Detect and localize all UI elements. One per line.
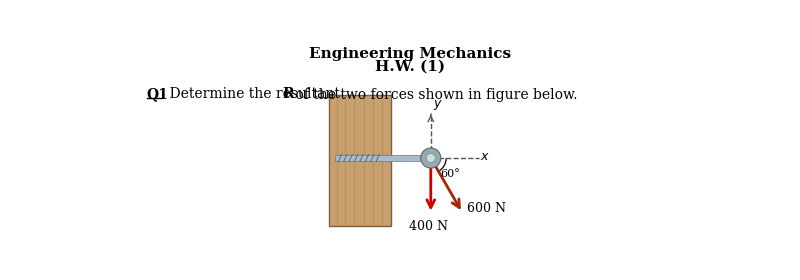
Text: 60°: 60° <box>440 169 460 179</box>
Bar <box>329 95 390 226</box>
Text: Engineering Mechanics: Engineering Mechanics <box>309 47 511 61</box>
Text: Q1: Q1 <box>146 87 169 102</box>
Circle shape <box>426 153 435 162</box>
Text: 400 N: 400 N <box>409 220 448 233</box>
Text: y: y <box>433 97 441 109</box>
Bar <box>335 155 430 162</box>
Text: of the two forces shown in figure below.: of the two forces shown in figure below. <box>291 87 578 102</box>
Text: H.W. (1): H.W. (1) <box>375 60 445 74</box>
Text: R: R <box>282 87 294 102</box>
Text: x: x <box>480 150 487 163</box>
Text: 600 N: 600 N <box>467 202 506 214</box>
Circle shape <box>421 148 441 168</box>
Text: . Determine the resultant: . Determine the resultant <box>161 87 344 102</box>
